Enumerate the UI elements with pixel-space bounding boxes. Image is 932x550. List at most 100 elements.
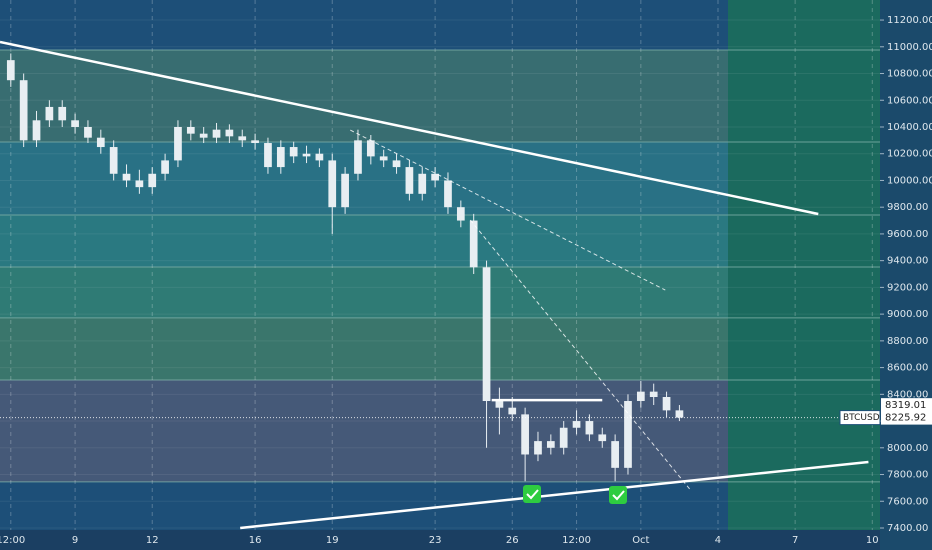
candle-body: [495, 401, 504, 408]
candle-body: [238, 136, 247, 141]
candle-body: [71, 120, 79, 127]
last-price: 8225.92: [885, 413, 926, 424]
symbol-box: [839, 410, 881, 426]
candle-body: [276, 147, 285, 168]
fib-band: [0, 380, 728, 482]
candle-body: [585, 421, 594, 435]
future-area: [728, 0, 880, 530]
price-axis: [880, 0, 932, 550]
candle-body: [225, 129, 234, 137]
candle-body: [431, 173, 439, 181]
candle-body: [598, 434, 607, 442]
y-tick-label: 11200.00: [887, 15, 932, 26]
candle-body: [456, 207, 465, 221]
y-tick-label: 10000.00: [887, 175, 932, 186]
candle-body: [444, 180, 452, 208]
candle-body: [19, 80, 28, 141]
candle-body: [559, 427, 568, 448]
candle-body: [45, 106, 54, 121]
x-tick-label: 16: [249, 535, 262, 546]
x-tick-label: 9: [72, 535, 78, 546]
candle-body: [611, 441, 619, 468]
y-tick-label: 9200.00: [887, 282, 928, 293]
y-tick-label: 10400.00: [887, 122, 932, 133]
candle-body: [418, 173, 427, 194]
x-tick-label: 12:00: [0, 535, 25, 546]
candle-body: [96, 137, 105, 148]
y-tick-label: 9000.00: [887, 309, 928, 320]
y-tick-label: 9400.00: [887, 256, 928, 267]
candle-body: [199, 133, 208, 138]
trend-line: [469, 219, 691, 491]
y-tick-label: 7400.00: [887, 523, 928, 534]
y-tick-label: 10800.00: [887, 69, 932, 80]
candle-body: [289, 147, 298, 157]
candle-body: [521, 414, 529, 455]
candle-body: [328, 160, 337, 208]
candle-body: [508, 407, 517, 415]
candle-body: [469, 220, 478, 268]
trend-line: [240, 460, 869, 530]
candle-body: [675, 410, 684, 418]
y-tick-label: 10600.00: [887, 95, 932, 106]
fib-band: [0, 49, 728, 142]
x-tick-label: 4: [715, 535, 721, 546]
candle-body: [302, 153, 311, 157]
x-tick-label: 7: [792, 535, 798, 546]
candle-body: [174, 126, 182, 161]
candle-body: [58, 106, 67, 121]
x-tick-label: 10: [866, 535, 879, 546]
y-tick-label: 7600.00: [887, 496, 928, 507]
trend-line: [0, 40, 819, 216]
candle-body: [572, 421, 581, 428]
x-tick-label: 26: [506, 535, 519, 546]
y-tick-label: 9600.00: [887, 229, 928, 240]
candle-body: [546, 441, 555, 448]
fib-band: [0, 266, 728, 318]
candle-body: [122, 173, 131, 181]
candle-body: [662, 396, 671, 411]
candle-body: [392, 160, 401, 168]
candle-body: [354, 140, 362, 174]
plot: [0, 0, 880, 530]
candle-body: [366, 140, 375, 157]
candle-body: [84, 126, 92, 138]
y-tick-label: 7800.00: [887, 470, 928, 481]
fib-band: [0, 214, 728, 267]
candle-body: [251, 140, 259, 144]
candle-body: [379, 156, 388, 161]
candle-body: [148, 173, 157, 188]
candle-body: [135, 180, 144, 188]
x-tick-label: 19: [326, 535, 339, 546]
y-tick-label: 8600.00: [887, 363, 928, 374]
fib-band: [0, 317, 728, 381]
x-tick-label: 12: [146, 535, 159, 546]
fib-band: [0, 141, 728, 215]
candle-body: [482, 267, 491, 402]
check-icon: [609, 486, 627, 504]
y-tick-label: 9800.00: [887, 202, 928, 213]
candle-body: [264, 143, 272, 168]
candle-body: [186, 126, 195, 134]
candle-body: [6, 60, 15, 81]
candle-body: [32, 120, 41, 141]
symbol: BTCUSD: [843, 413, 880, 423]
candle-body: [636, 391, 645, 402]
x-tick-label: Oct: [632, 535, 649, 546]
last-price-box: [881, 410, 932, 425]
marker-price: 8319.01: [885, 400, 926, 411]
candle-body: [109, 147, 118, 174]
check-icon: [523, 485, 541, 503]
candle-body: [649, 391, 658, 397]
x-tick-label: 12:00: [562, 535, 591, 546]
y-tick-label: 8000.00: [887, 443, 928, 454]
candle-body: [212, 129, 221, 138]
candle-body: [315, 153, 324, 161]
y-tick-label: 8400.00: [887, 389, 928, 400]
y-tick-label: 11000.00: [887, 42, 932, 53]
time-axis: [0, 530, 880, 550]
y-tick-label: 10200.00: [887, 149, 932, 160]
candle-body: [405, 167, 414, 194]
